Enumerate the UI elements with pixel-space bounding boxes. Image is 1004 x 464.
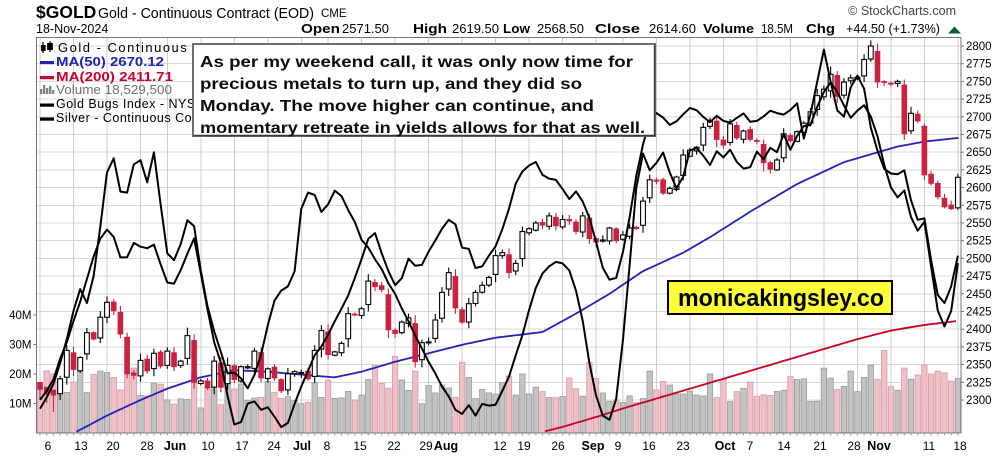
svg-text:High: High xyxy=(413,21,447,36)
svg-text:2475: 2475 xyxy=(966,271,992,283)
svg-text:17: 17 xyxy=(235,439,249,453)
svg-text:22: 22 xyxy=(387,439,401,453)
svg-text:12: 12 xyxy=(493,439,507,453)
svg-text:Sep: Sep xyxy=(582,439,605,453)
svg-text:2325: 2325 xyxy=(966,377,992,389)
svg-text:2550: 2550 xyxy=(966,218,992,230)
svg-text:2575: 2575 xyxy=(966,200,992,212)
svg-text:Monday. The move higher can co: Monday. The move higher can continue, an… xyxy=(200,98,594,115)
svg-text:15: 15 xyxy=(353,439,367,453)
svg-text:11: 11 xyxy=(923,439,936,453)
svg-text:23: 23 xyxy=(676,439,690,453)
svg-text:2725: 2725 xyxy=(966,94,992,106)
svg-text:Volume: Volume xyxy=(703,21,754,36)
svg-text:2775: 2775 xyxy=(966,59,992,71)
svg-text:2350: 2350 xyxy=(966,360,992,372)
svg-text:precious metals to turn up, an: precious metals to turn up, and they did… xyxy=(200,76,582,93)
svg-text:2750: 2750 xyxy=(966,76,992,88)
svg-text:10: 10 xyxy=(201,439,215,453)
svg-text:monicakingsley.co: monicakingsley.co xyxy=(678,285,884,312)
svg-text:2375: 2375 xyxy=(966,342,992,354)
svg-text:momentary retreate in yields a: momentary retreate in yields allows for … xyxy=(200,120,645,137)
svg-text:28: 28 xyxy=(140,439,154,453)
svg-text:6: 6 xyxy=(45,439,52,453)
svg-text:Jun: Jun xyxy=(164,439,186,453)
svg-text:2600: 2600 xyxy=(966,183,992,195)
svg-text:10M: 10M xyxy=(9,399,31,411)
svg-text:Chg: Chg xyxy=(806,21,835,36)
svg-text:MA(200) 2411.71: MA(200) 2411.71 xyxy=(56,70,173,84)
svg-text:CME: CME xyxy=(321,8,347,20)
svg-text:2614.60: 2614.60 xyxy=(649,21,696,36)
svg-text:Gold - Continuous Contract (EO: Gold - Continuous Contract (EOD) xyxy=(98,5,314,22)
svg-text:2700: 2700 xyxy=(966,112,992,124)
svg-text:Aug: Aug xyxy=(434,439,458,453)
svg-text:18.5M: 18.5M xyxy=(761,21,793,36)
svg-text:Jul: Jul xyxy=(293,439,311,453)
svg-text:2675: 2675 xyxy=(966,130,992,142)
svg-text:2450: 2450 xyxy=(966,289,992,301)
svg-text:2525: 2525 xyxy=(966,236,992,248)
svg-text:24: 24 xyxy=(267,439,281,453)
svg-text:$GOLD: $GOLD xyxy=(36,2,96,22)
svg-text:MA(50) 2670.12: MA(50) 2670.12 xyxy=(56,55,164,69)
svg-text:28: 28 xyxy=(847,439,861,453)
svg-text:2625: 2625 xyxy=(966,165,992,177)
svg-text:40M: 40M xyxy=(9,310,31,322)
svg-text:2500: 2500 xyxy=(966,253,992,265)
svg-text:19: 19 xyxy=(517,439,531,453)
svg-text:Volume 18,529,500: Volume 18,529,500 xyxy=(56,83,172,97)
svg-text:21: 21 xyxy=(813,439,827,453)
svg-text:2568.50: 2568.50 xyxy=(537,21,584,36)
svg-text:13: 13 xyxy=(74,439,88,453)
svg-text:30M: 30M xyxy=(9,340,31,352)
svg-text:29: 29 xyxy=(419,439,433,453)
svg-text:2650: 2650 xyxy=(966,147,992,159)
svg-text:2400: 2400 xyxy=(966,324,992,336)
svg-text:Close: Close xyxy=(595,21,640,36)
svg-text:Open: Open xyxy=(301,21,340,36)
svg-text:As per my weekend call, it was: As per my weekend call, it was only now … xyxy=(200,54,633,71)
svg-text:18-Nov-2024: 18-Nov-2024 xyxy=(36,22,108,36)
svg-text:26: 26 xyxy=(551,439,565,453)
svg-text:9: 9 xyxy=(615,439,622,453)
svg-text:+44.50 (+1.73%): +44.50 (+1.73%) xyxy=(846,21,940,36)
svg-text:2571.50: 2571.50 xyxy=(342,21,389,36)
svg-text:14: 14 xyxy=(777,439,791,453)
svg-text:20: 20 xyxy=(106,439,120,453)
svg-text:© StockCharts.com: © StockCharts.com xyxy=(848,4,956,18)
svg-text:8: 8 xyxy=(324,439,331,453)
svg-text:16: 16 xyxy=(642,439,656,453)
svg-text:7: 7 xyxy=(747,439,754,453)
svg-text:20M: 20M xyxy=(9,369,31,381)
svg-text:2425: 2425 xyxy=(966,307,992,319)
svg-text:Oct: Oct xyxy=(715,439,737,453)
svg-text:2300: 2300 xyxy=(966,395,992,407)
svg-text:2619.50: 2619.50 xyxy=(452,21,499,36)
svg-text:18: 18 xyxy=(953,439,967,453)
svg-text:2800: 2800 xyxy=(966,41,992,53)
svg-text:Gold - Continuous Contract: Gold - Continuous Contract xyxy=(58,40,255,55)
svg-text:Nov: Nov xyxy=(867,439,891,453)
svg-text:Low: Low xyxy=(503,21,531,36)
